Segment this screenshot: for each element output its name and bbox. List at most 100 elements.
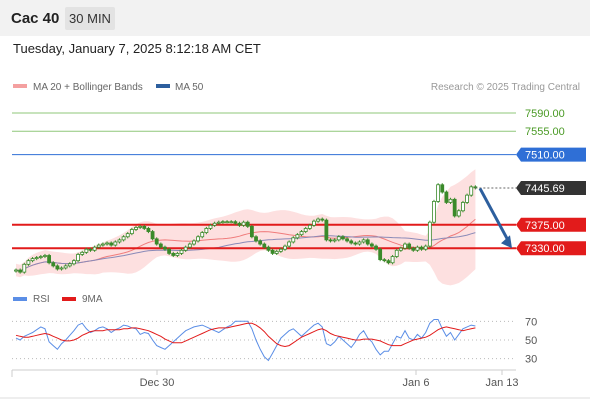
candle bbox=[150, 230, 155, 241]
candle bbox=[196, 235, 200, 243]
ma20-legend-swatch bbox=[13, 84, 27, 88]
level-label-text-0: 7590.00 bbox=[525, 108, 565, 120]
candlesticks bbox=[14, 183, 478, 274]
candle bbox=[291, 236, 296, 244]
candle bbox=[398, 246, 403, 252]
candle bbox=[254, 235, 258, 243]
level-label-1: 7555.00 bbox=[525, 126, 565, 138]
candle bbox=[332, 238, 337, 243]
instrument-title: Cac 40 bbox=[11, 10, 60, 27]
candle bbox=[440, 183, 445, 194]
candle bbox=[461, 200, 465, 213]
candle bbox=[175, 251, 180, 258]
candle bbox=[187, 242, 192, 249]
candle bbox=[324, 218, 329, 242]
candle bbox=[142, 224, 147, 230]
candle bbox=[270, 248, 275, 255]
candle bbox=[336, 235, 341, 242]
candle bbox=[283, 244, 287, 251]
bollinger-band-fill bbox=[16, 169, 476, 286]
copyright-label: Research © 2025 Trading Central bbox=[431, 82, 580, 93]
candle bbox=[43, 253, 47, 259]
candle bbox=[274, 249, 279, 255]
ma50-legend-label: MA 50 bbox=[175, 82, 204, 93]
level-label-bg-3 bbox=[516, 217, 586, 232]
candle bbox=[72, 259, 76, 266]
candle bbox=[361, 238, 366, 244]
candle bbox=[59, 266, 64, 271]
candle bbox=[403, 242, 407, 250]
candle bbox=[80, 250, 85, 256]
candle bbox=[448, 197, 453, 204]
candle bbox=[444, 190, 449, 204]
candle bbox=[386, 259, 391, 265]
candle bbox=[241, 220, 246, 227]
candle bbox=[55, 264, 60, 271]
candle bbox=[109, 241, 114, 247]
candle bbox=[47, 253, 52, 265]
candle bbox=[427, 220, 432, 248]
candle bbox=[266, 245, 271, 252]
last-price-bg bbox=[516, 181, 586, 196]
timeframe-button[interactable]: 30 MIN bbox=[65, 7, 115, 30]
datetime-label: Tuesday, January 7, 2025 8:12:18 AM CET bbox=[13, 41, 261, 56]
candle bbox=[312, 219, 316, 227]
candle bbox=[134, 225, 138, 232]
candle bbox=[423, 244, 428, 251]
forecast-arrow bbox=[478, 187, 511, 243]
candle bbox=[262, 242, 267, 249]
rsi-tick-2: 30 bbox=[525, 354, 537, 366]
candle bbox=[278, 247, 283, 253]
candle bbox=[200, 231, 205, 239]
candle bbox=[212, 221, 217, 227]
candle bbox=[357, 240, 362, 246]
main-legend: MA 20 + Bollinger Bands MA 50 Research ©… bbox=[13, 82, 580, 93]
candle bbox=[229, 220, 234, 224]
candle bbox=[411, 246, 416, 252]
candle bbox=[345, 237, 349, 243]
candle bbox=[113, 240, 118, 247]
candle bbox=[299, 230, 304, 237]
candle bbox=[38, 254, 43, 260]
candle bbox=[225, 220, 229, 224]
candle bbox=[129, 227, 134, 236]
candle bbox=[125, 232, 130, 239]
rsi-series-1 bbox=[15, 322, 476, 348]
candle bbox=[436, 183, 441, 203]
candle bbox=[249, 224, 254, 239]
candle bbox=[101, 242, 105, 247]
candle bbox=[233, 220, 238, 225]
level-label-bg-4 bbox=[516, 241, 586, 256]
candle bbox=[407, 242, 412, 250]
candle bbox=[365, 238, 370, 246]
candle bbox=[154, 237, 159, 246]
level-label-text-4: 7330.00 bbox=[525, 243, 565, 255]
candle bbox=[237, 221, 242, 227]
candle bbox=[208, 223, 213, 230]
candle bbox=[303, 226, 308, 234]
candle bbox=[84, 247, 89, 254]
candle bbox=[378, 247, 383, 262]
candle bbox=[370, 242, 374, 248]
candle bbox=[171, 251, 176, 258]
candle bbox=[415, 245, 420, 252]
candle bbox=[349, 239, 354, 245]
candle bbox=[22, 262, 27, 274]
candle bbox=[183, 245, 188, 252]
candle bbox=[456, 209, 461, 218]
candle bbox=[221, 220, 225, 224]
candle bbox=[295, 233, 300, 240]
candle bbox=[374, 244, 378, 251]
candle bbox=[88, 247, 93, 252]
candle bbox=[96, 243, 101, 249]
candle bbox=[26, 259, 31, 266]
ma50-legend-swatch bbox=[156, 84, 170, 88]
ma20-legend-label: MA 20 + Bollinger Bands bbox=[33, 82, 143, 93]
candle bbox=[76, 252, 80, 263]
candle bbox=[287, 240, 292, 248]
level-label-text-2: 7510.00 bbox=[525, 150, 565, 162]
candle bbox=[92, 245, 97, 252]
candle bbox=[18, 268, 23, 274]
candle bbox=[394, 248, 399, 259]
